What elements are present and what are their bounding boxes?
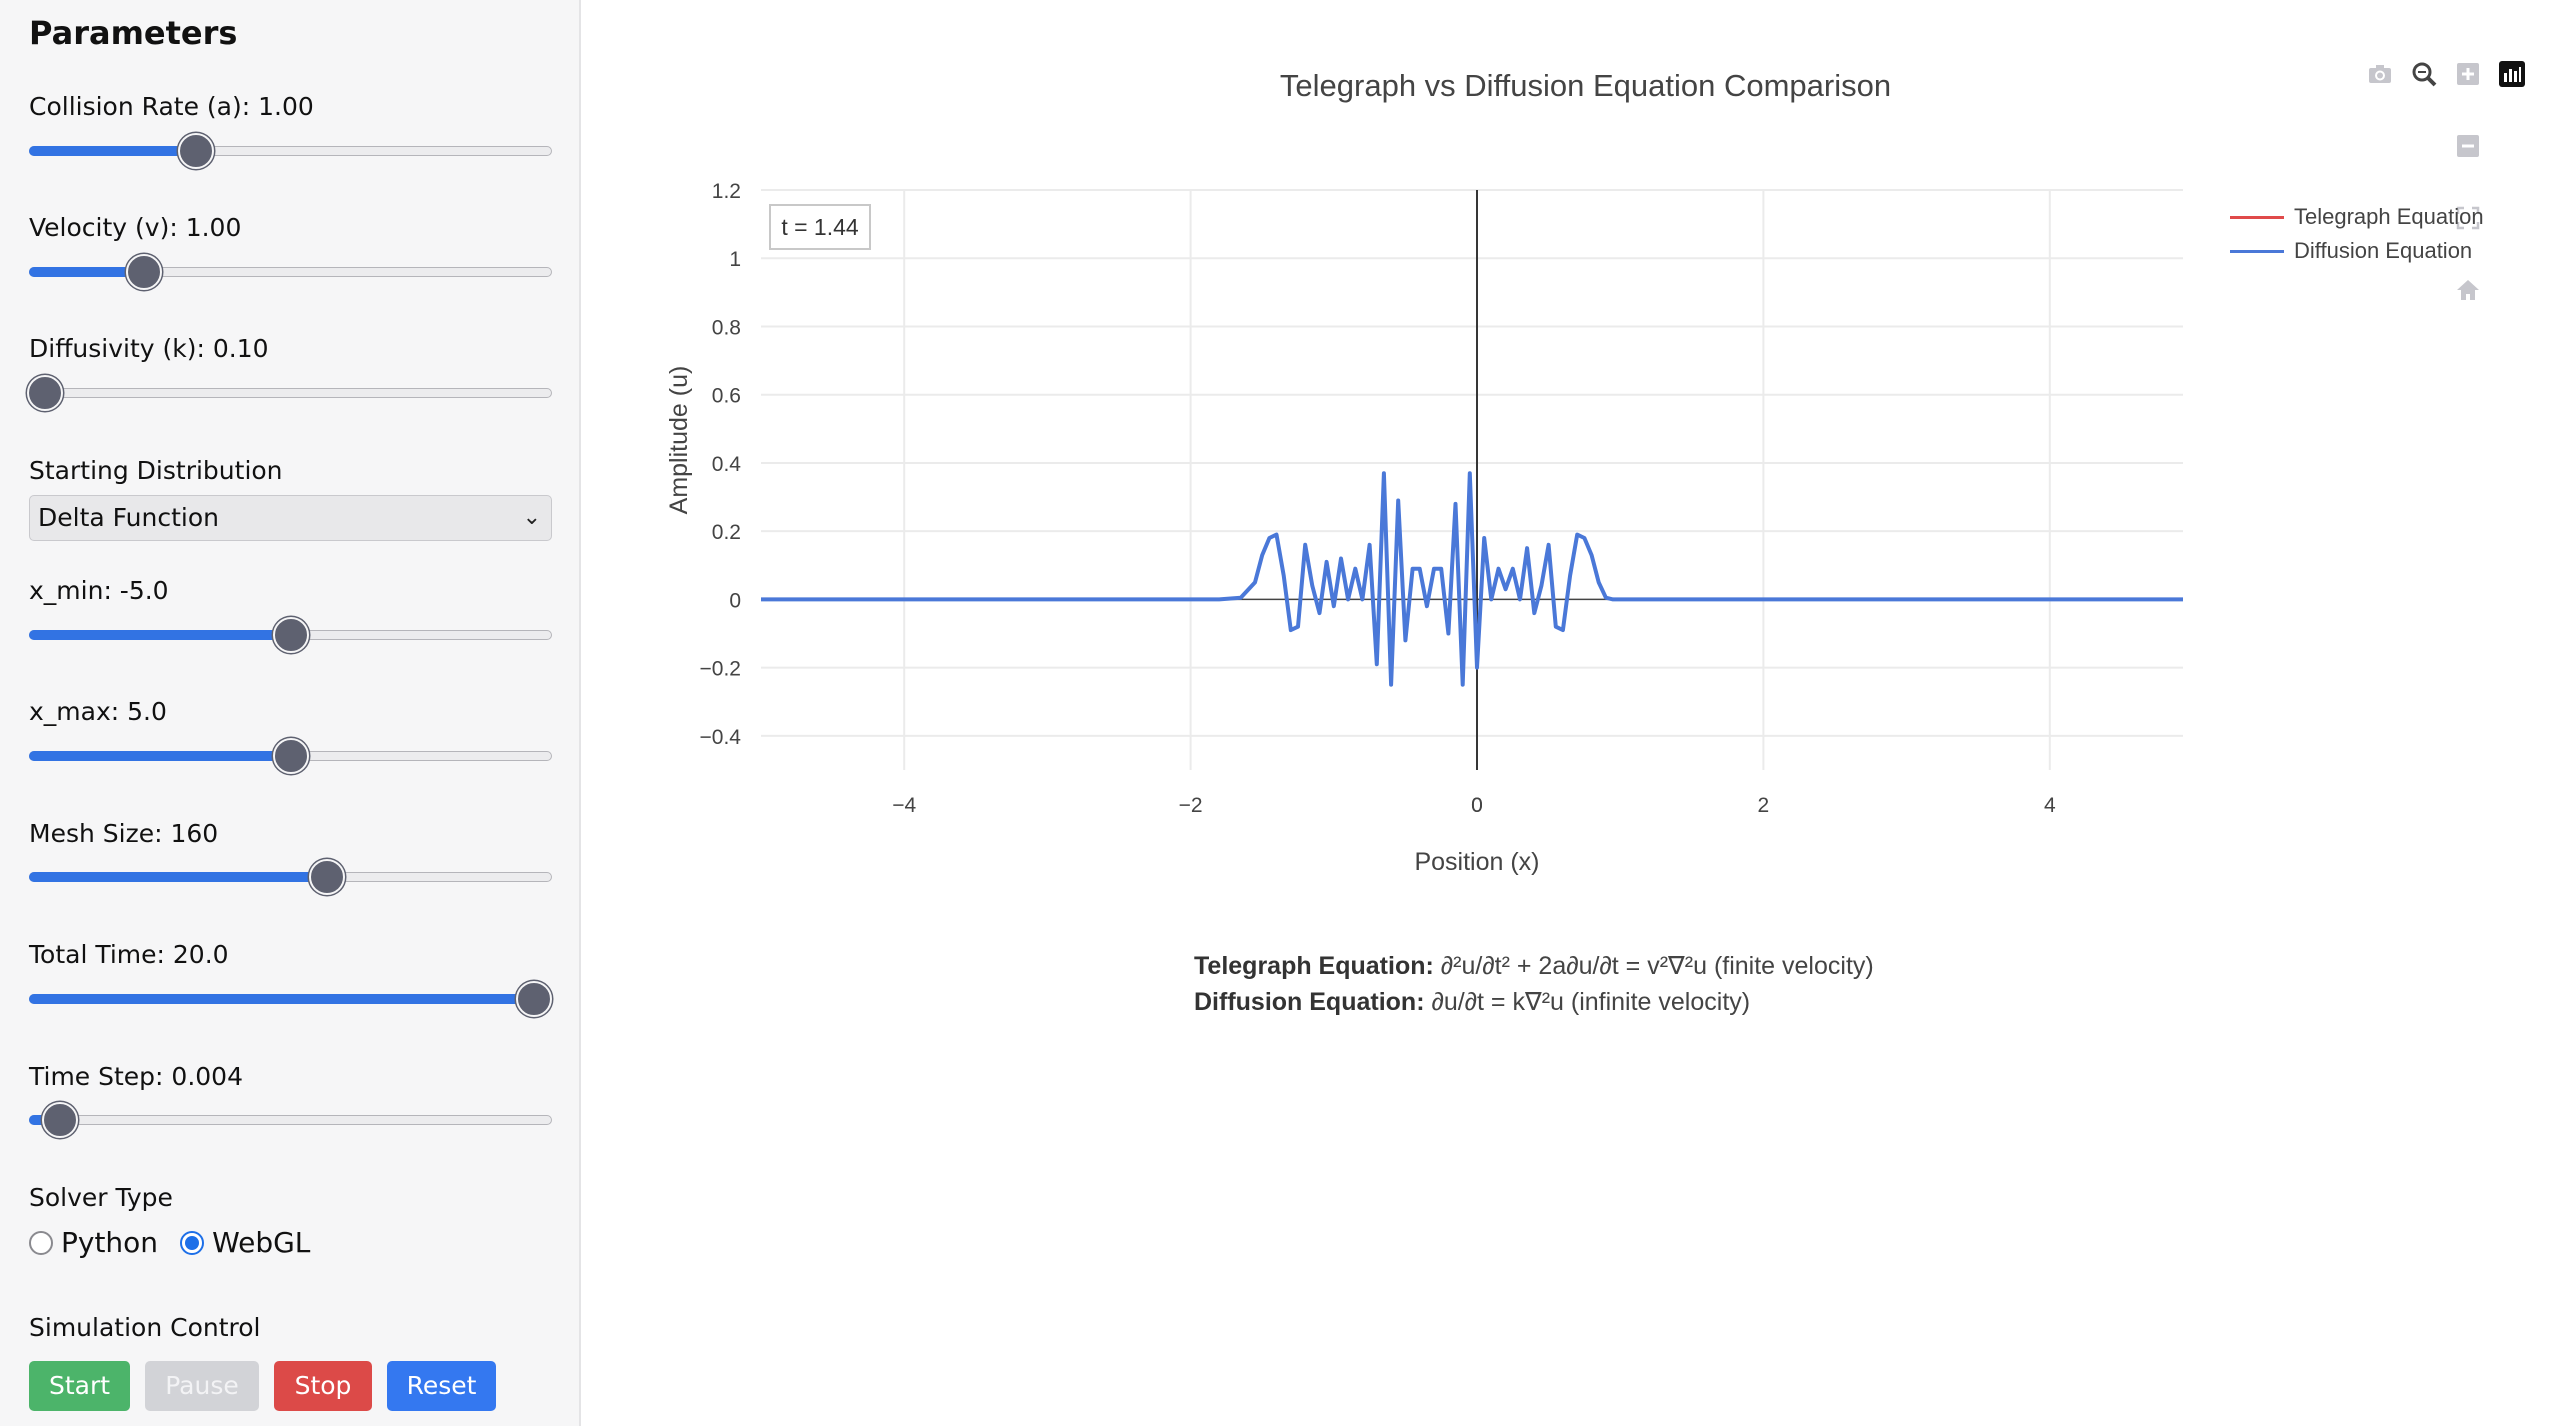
x-min-slider[interactable]	[29, 615, 552, 655]
zoom-in-icon[interactable]	[2450, 56, 2486, 92]
reset-button[interactable]: Reset	[387, 1361, 496, 1411]
series-line-diffusion-equation[interactable]	[761, 471, 2183, 687]
legend-label-diffusion: Diffusion Equation	[2294, 238, 2473, 263]
reset-axes-home-icon[interactable]	[2450, 272, 2486, 308]
y-axis-title: Amplitude (u)	[665, 366, 693, 515]
y-tick-label: 0.6	[712, 385, 741, 408]
start-button[interactable]: Start	[29, 1361, 130, 1411]
zoom-out-icon[interactable]	[2450, 128, 2486, 164]
y-tick-label: 1.2	[712, 180, 741, 203]
slider-thumb[interactable]	[272, 617, 309, 653]
pause-button[interactable]: Pause	[145, 1361, 259, 1411]
y-tick-label: 1	[729, 248, 741, 271]
slider-thumb[interactable]	[309, 859, 346, 895]
slider-thumb[interactable]	[26, 375, 63, 411]
collision-rate-slider[interactable]	[29, 131, 552, 171]
diffusion-equation-label: Diffusion Equation:	[1194, 988, 1425, 1016]
equations-text: Telegraph Equation: ∂²u/∂t² + 2a∂u/∂t = …	[1194, 948, 1874, 1020]
slider-thumb[interactable]	[42, 1102, 79, 1138]
diffusivity-label: Diffusivity (k): 0.10	[29, 334, 269, 363]
main-panel: Telegraph vs Diffusion Equation Comparis…	[583, 0, 2560, 1426]
solver-python-label[interactable]: Python	[61, 1226, 159, 1259]
x-tick-label: 4	[2044, 794, 2056, 817]
telegraph-equation-text: ∂²u/∂t² + 2a∂u/∂t = v²∇²u (finite veloci…	[1433, 952, 1874, 980]
plotly-logo-icon[interactable]	[2494, 56, 2530, 92]
sidebar-title: Parameters	[29, 14, 238, 52]
x-tick-label: 0	[1471, 794, 1483, 817]
total-time-label: Total Time: 20.0	[29, 940, 229, 969]
autoscale-icon[interactable]	[2450, 200, 2486, 236]
solver-webgl-label[interactable]: WebGL	[212, 1226, 311, 1259]
x-min-label: x_min: -5.0	[29, 576, 169, 605]
simulation-control-label: Simulation Control	[29, 1313, 261, 1342]
diffusion-equation-line: Diffusion Equation: ∂u/∂t = k∇²u (infini…	[1194, 984, 1874, 1020]
time-step-label: Time Step: 0.004	[29, 1062, 243, 1091]
x-tick-label: 2	[1758, 794, 1770, 817]
y-tick-label: 0.2	[712, 521, 741, 544]
time-annotation-box	[769, 204, 871, 250]
time-annotation-label: t = 1.44	[781, 214, 859, 240]
telegraph-equation-label: Telegraph Equation:	[1194, 952, 1434, 980]
stop-button[interactable]: Stop	[274, 1361, 372, 1411]
legend-item-diffusion[interactable]: Diffusion Equation	[2230, 238, 2472, 264]
diffusivity-slider[interactable]	[26, 373, 552, 413]
solver-python-radio[interactable]	[29, 1230, 53, 1255]
mesh-size-slider[interactable]	[29, 857, 552, 897]
x-axis-title: Position (x)	[1414, 848, 1539, 876]
comparison-chart[interactable]: −0.4−0.200.20.40.60.811.2−4 −2 0 2 40Positio…	[583, 140, 2183, 900]
parameters-sidebar: Parameters Collision Rate (a): 1.00 Velo…	[0, 0, 581, 1426]
time-step-slider[interactable]	[29, 1100, 552, 1140]
y-tick-label: 0	[729, 589, 741, 612]
legend-swatch-telegraph	[2230, 215, 2284, 219]
chart-title: Telegraph vs Diffusion Equation Comparis…	[1279, 68, 1892, 103]
slider-thumb[interactable]	[272, 738, 309, 774]
solver-webgl-radio[interactable]	[180, 1230, 205, 1255]
y-tick-label: −0.4	[700, 726, 742, 749]
solver-type-group: Python WebGL	[29, 1226, 324, 1259]
total-time-slider[interactable]	[29, 979, 552, 1019]
x-tick-label: 0	[1471, 794, 1483, 817]
y-tick-label: −0.2	[700, 658, 741, 681]
velocity-slider[interactable]	[29, 252, 552, 292]
starting-distribution-label: Starting Distribution	[29, 456, 283, 485]
x-max-slider[interactable]	[29, 736, 552, 776]
slider-thumb[interactable]	[515, 981, 552, 1017]
legend-swatch-diffusion	[2230, 249, 2284, 253]
legend-label-telegraph: Telegraph Equation	[2294, 204, 2484, 229]
mesh-size-label: Mesh Size: 160	[29, 819, 219, 848]
collision-rate-label: Collision Rate (a): 1.00	[29, 92, 314, 121]
x-tick-label: −2	[1179, 794, 1203, 817]
starting-distribution-select[interactable]: Delta Function ⌄	[29, 495, 552, 541]
chevron-down-icon: ⌄	[522, 505, 541, 530]
diffusion-equation-text: ∂u/∂t = k∇²u (infinite velocity)	[1424, 988, 1751, 1016]
slider-thumb[interactable]	[178, 133, 215, 169]
telegraph-equation-line: Telegraph Equation: ∂²u/∂t² + 2a∂u/∂t = …	[1194, 948, 1874, 984]
slider-thumb[interactable]	[126, 254, 163, 290]
velocity-label: Velocity (v): 1.00	[29, 213, 242, 242]
y-tick-label: 0.4	[712, 453, 742, 476]
selected-distribution: Delta Function	[38, 503, 219, 532]
camera-icon[interactable]	[2362, 56, 2398, 92]
x-tick-label: −4	[892, 794, 916, 817]
x-max-label: x_max: 5.0	[29, 697, 167, 726]
legend-item-telegraph[interactable]: Telegraph Equation	[2230, 204, 2484, 230]
y-tick-label: 0.8	[712, 316, 741, 339]
solver-type-label: Solver Type	[29, 1183, 173, 1212]
zoom-icon[interactable]	[2406, 56, 2442, 92]
